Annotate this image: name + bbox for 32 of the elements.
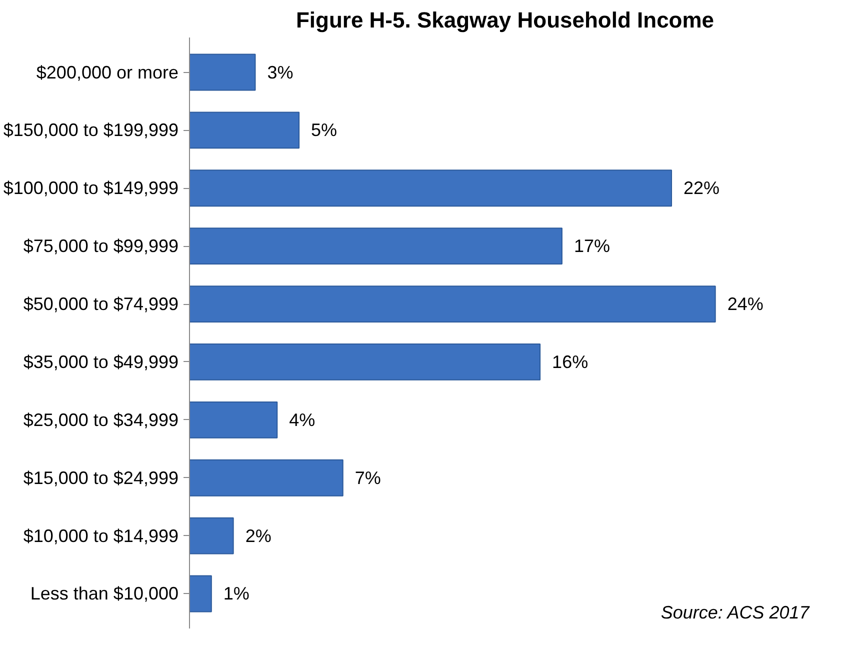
y-tick-label: $35,000 to $49,999 (23, 352, 179, 372)
bar (190, 344, 541, 380)
data-label: 5% (311, 120, 338, 140)
y-tick-label: Less than $10,000 (30, 584, 179, 604)
data-label: 1% (223, 584, 250, 604)
data-label: 4% (289, 410, 316, 430)
y-tick-label: $75,000 to $99,999 (23, 236, 179, 256)
y-tick-label: $100,000 to $149,999 (3, 178, 179, 198)
bar (190, 170, 672, 207)
data-label: 24% (727, 294, 764, 314)
y-tick-label: $10,000 to $14,999 (23, 526, 179, 546)
bar (190, 401, 278, 438)
bar (190, 228, 562, 265)
y-tick-label: $50,000 to $74,999 (23, 294, 179, 314)
y-tick-label: $150,000 to $199,999 (3, 120, 179, 140)
data-label: 17% (574, 236, 610, 256)
annotation: Source: ACS 2017 (660, 602, 810, 623)
bar (190, 459, 344, 496)
data-label: 2% (245, 526, 272, 546)
chart-title: Figure H-5. Skagway Household Income (296, 8, 714, 32)
y-tick-label: $200,000 or more (36, 62, 178, 82)
bar (190, 112, 300, 149)
bar (190, 54, 256, 91)
y-tick-label: $15,000 to $24,999 (23, 468, 179, 488)
bar (190, 286, 716, 322)
data-label: 16% (552, 352, 588, 372)
data-label: 22% (684, 178, 720, 198)
data-label: 7% (354, 468, 381, 488)
bar (190, 517, 234, 554)
y-tick-label: $25,000 to $34,999 (23, 410, 179, 430)
bar (190, 575, 212, 612)
data-label: 3% (267, 62, 294, 82)
